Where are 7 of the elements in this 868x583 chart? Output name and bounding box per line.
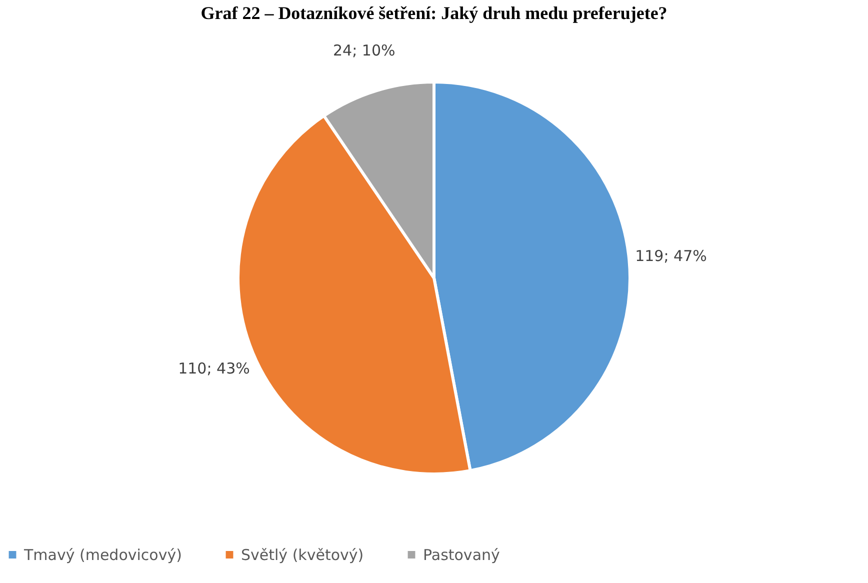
legend-label: Pastovaný xyxy=(423,546,500,564)
data-label: 24; 10% xyxy=(332,41,396,60)
legend-label: Světlý (květový) xyxy=(241,546,364,564)
data-label: 110; 43% xyxy=(178,360,250,378)
legend-label: Tmavý (medovicový) xyxy=(23,546,182,564)
chart-title: Graf 22 – Dotazníkové šetření: Jaký druh medu preferujete? xyxy=(200,3,668,23)
data-label: 119; 47% xyxy=(635,246,707,265)
